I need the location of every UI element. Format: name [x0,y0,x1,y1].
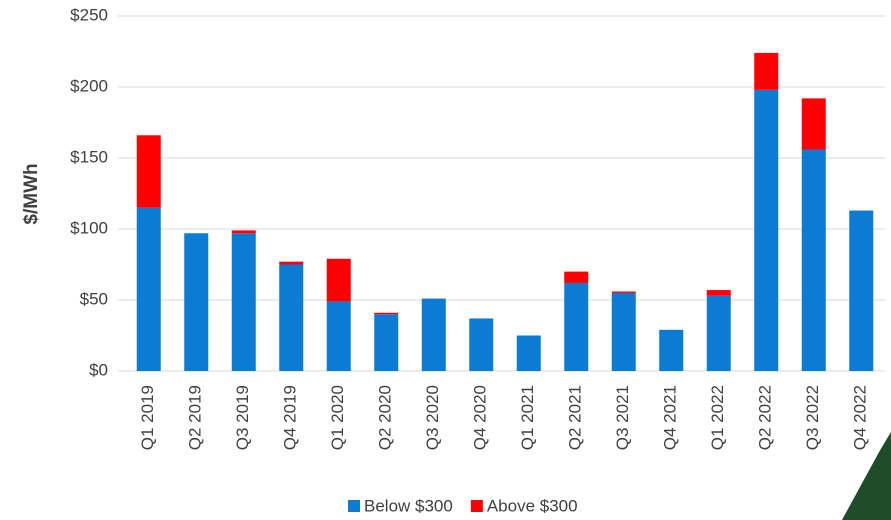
x-tick-label: Q2 2022 [756,385,775,450]
bar-segment [801,149,826,371]
bar-segment [706,295,731,371]
x-tick-label: Q3 2020 [423,385,442,450]
bar-segment [659,329,684,371]
bar-segment [184,233,209,371]
bar-segment [754,89,779,371]
bar-segment [564,271,589,283]
bar-segment [849,210,874,371]
corner-decoration-stripe [826,420,891,520]
y-tick-label: $200 [70,76,108,95]
x-tick-label: Q4 2022 [851,385,870,450]
bar-segment [469,318,494,371]
y-tick-label: $0 [89,360,108,379]
x-tick-label: Q2 2019 [186,385,205,450]
bar-segment [421,298,446,371]
corner-decoration [842,430,891,520]
x-tick-label: Q2 2020 [376,385,395,450]
bar-segment [754,52,779,90]
legend-label: Below $300 [364,496,453,515]
y-axis-title: $/MWh [21,163,42,224]
bar-segment [326,258,351,302]
bar-segment [279,264,304,371]
legend-swatch [470,500,483,512]
legend-label: Above $300 [487,496,578,515]
x-tick-label: Q4 2021 [661,385,680,450]
x-tick-label: Q1 2020 [328,385,347,450]
bar-segment [706,290,731,296]
bar-segment [231,233,256,371]
x-tick-label: Q3 2019 [233,385,252,450]
bar-segment [374,312,399,315]
x-tick-label: Q4 2020 [471,385,490,450]
x-tick-label: Q1 2019 [138,385,157,450]
bar-segment [564,282,589,371]
y-tick-label: $250 [70,5,108,24]
bar-segment [231,230,256,234]
y-tick-label: $150 [70,147,108,166]
x-tick-label: Q4 2019 [281,385,300,450]
x-tick-label: Q1 2021 [518,385,537,450]
y-tick-label: $100 [70,218,108,237]
y-tick-label: $50 [80,289,108,308]
bar-segment [516,335,541,371]
bar-segment [611,292,636,371]
bar-segment [279,261,304,265]
x-tick-label: Q3 2022 [803,385,822,450]
bar-segment [611,291,636,293]
x-tick-label: Q2 2021 [566,385,585,450]
legend-swatch [348,500,360,512]
bar-segment [374,314,399,371]
x-tick-label: Q1 2022 [708,385,727,450]
bar-segment [136,207,161,371]
x-tick-label: Q3 2021 [613,385,632,450]
bar-segment [326,301,351,371]
bar-segment [801,98,826,150]
bar-segment [136,135,161,208]
